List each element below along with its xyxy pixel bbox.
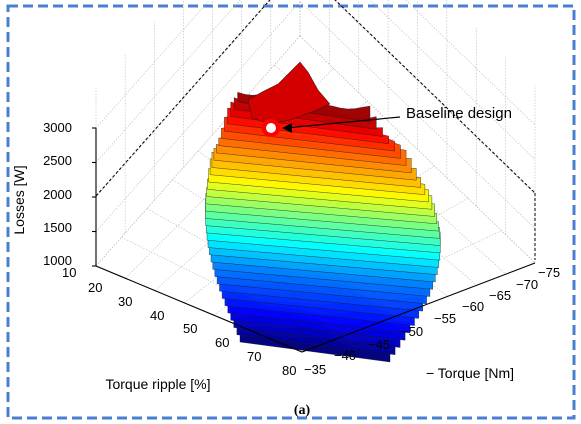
grid-line	[95, 0, 210, 129]
y-tick-label: −70	[516, 277, 538, 292]
grid-line	[299, 35, 536, 264]
x-tick-label: 80	[282, 363, 296, 378]
z-tick-label: 1000	[43, 253, 72, 268]
x-tick-label: 50	[183, 321, 197, 336]
y-tick-label: −35	[304, 362, 326, 377]
grid-line	[95, 0, 272, 198]
grid-line	[369, 0, 536, 160]
z-axis-ticks: 3000 2500 2000 1500 1000	[43, 120, 72, 268]
y-tick-label: −45	[368, 337, 390, 352]
y-axis-ticks: −35 −40 −45 −50 −55 −60 −65 −70 −75	[304, 265, 560, 377]
x-tick-label: 20	[88, 280, 102, 295]
x-tick-label: 60	[215, 335, 229, 350]
grid-line	[405, 0, 536, 126]
box-top-edge	[95, 0, 536, 197]
x-tick-label: 30	[118, 294, 132, 309]
y-axis-label: − Torque [Nm]	[426, 365, 514, 381]
y-tick-label: −40	[334, 348, 356, 363]
z-tick-label: 1500	[43, 220, 72, 235]
annotation-arrowhead	[282, 123, 292, 133]
z-tick-label: 3000	[43, 120, 72, 135]
grid-line	[299, 1, 536, 229]
grid-line	[95, 0, 241, 163]
x-axis-label: Torque ripple [%]	[105, 376, 210, 392]
baseline-design-marker-center	[266, 123, 276, 133]
x-tick-label: 40	[150, 308, 164, 323]
grid-line	[333, 0, 536, 195]
annotation-label: Baseline design	[406, 105, 512, 122]
grid-line	[95, 1, 301, 232]
y-tick-label: −60	[462, 299, 484, 314]
z-tick-label: 2500	[43, 153, 72, 168]
x-axis-ticks: 10 20 30 40 50 60 70 80	[62, 265, 296, 378]
figure-caption: (a)	[294, 403, 311, 418]
figure-frame	[6, 4, 576, 420]
box-edges-solid	[92, 127, 536, 353]
y-tick-label: −55	[434, 311, 456, 326]
annotation-arrow-line	[285, 116, 401, 129]
z-axis-label: Losses [W]	[11, 165, 27, 234]
y-tick-label: −65	[489, 288, 511, 303]
y-tick-label: −50	[401, 324, 423, 339]
loss-surface	[205, 61, 441, 363]
z-tick-label: 2000	[43, 187, 72, 202]
y-tick-label: −75	[538, 265, 560, 280]
x-tick-label: 10	[62, 265, 76, 280]
x-tick-label: 70	[247, 349, 261, 364]
